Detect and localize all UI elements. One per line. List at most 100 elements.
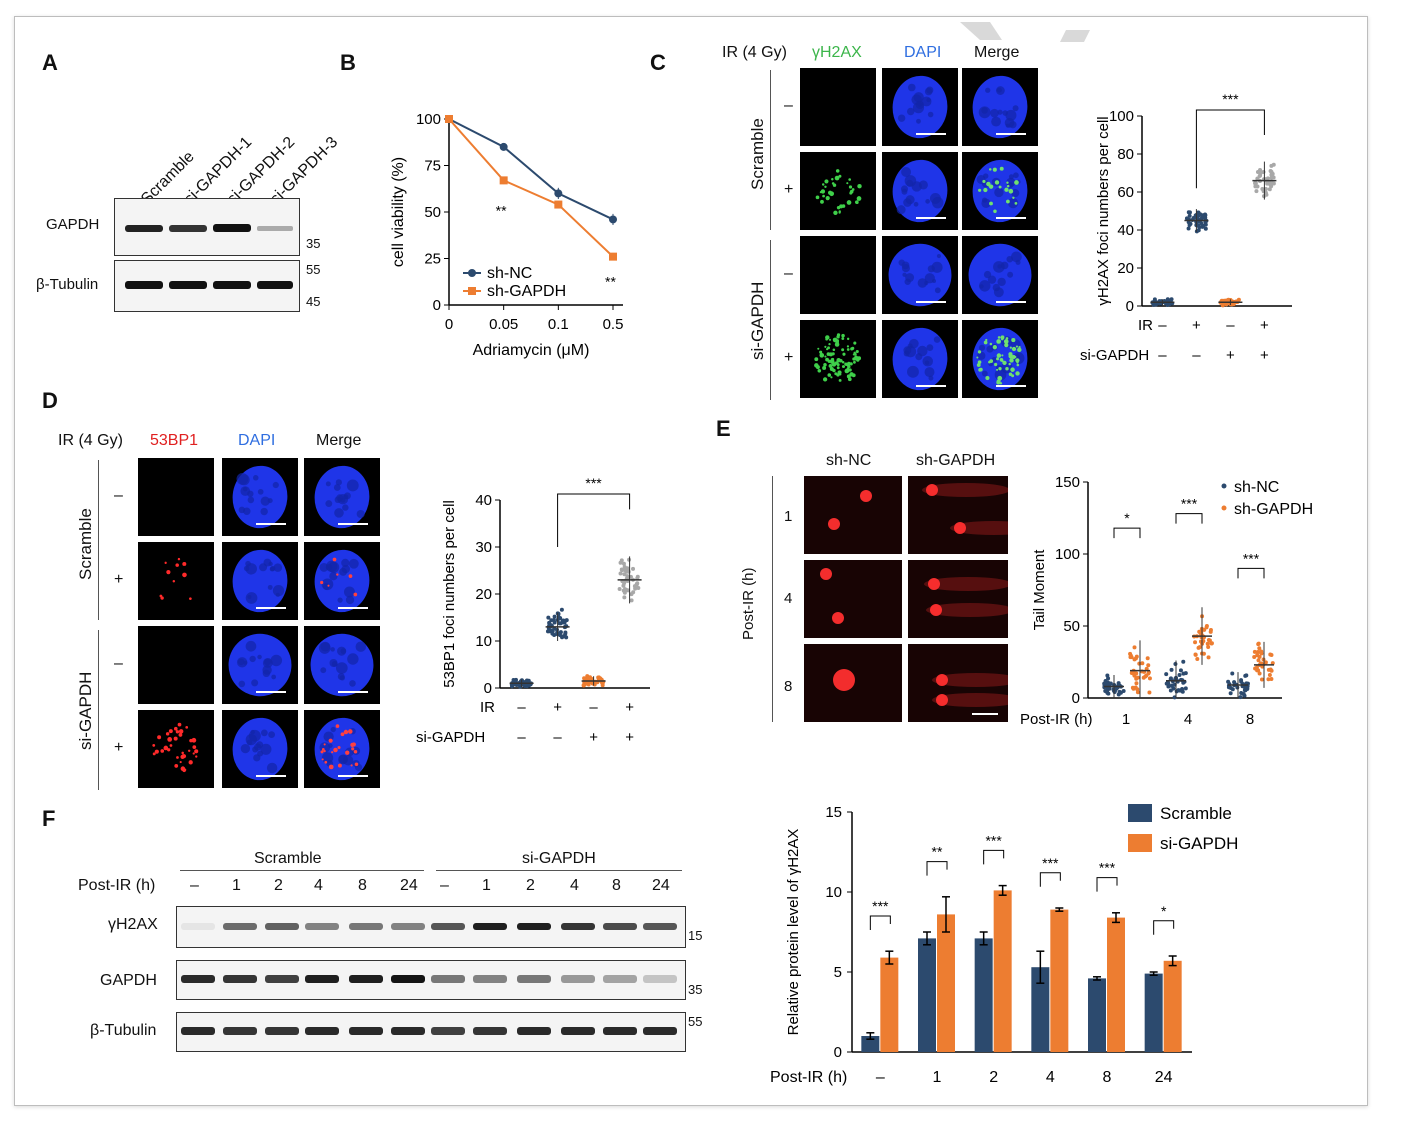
blot-band [305,1027,339,1035]
comet-image [804,644,902,722]
nucleolus [927,265,935,273]
row-sign: + [784,349,794,366]
focus-dot [165,732,170,736]
data-point [1220,303,1225,308]
microscopy-image [882,152,958,230]
chart-d-53bp1-foci: 0 10 20 30 40 53BP1 foci numbers per cell – – + –… [416,475,650,746]
y-tick-label: 30 [475,539,492,556]
focus-dot [853,341,857,345]
timepoint-label: 24 [652,877,670,894]
data-point [1228,691,1233,696]
nucleolus [918,180,928,190]
si-sign: + [1260,347,1269,364]
y-tick-label: 50 [1063,618,1080,635]
x-tick-label: 0.5 [603,316,624,333]
focus-dot [324,760,328,764]
focus-dot [829,359,835,364]
nucleolus [256,741,264,749]
focus-dot [827,359,831,363]
data-point [1186,226,1191,231]
y-tick-label: 20 [1117,260,1134,277]
focus-dot [189,597,192,600]
nucleolus [1006,255,1014,263]
timepoint-label: 2 [274,877,283,894]
blot-a-tubulin-bands [125,281,293,289]
focus-dot [832,348,836,352]
nucleolus [343,755,354,766]
nucleolus [245,563,257,575]
focus-dot [1002,360,1007,366]
row-sign: + [114,571,124,588]
nucleolus [267,584,273,590]
focus-dot [320,750,324,754]
nucleolus [247,595,252,600]
nucleus-image [232,717,288,781]
foci-image [138,458,214,536]
focus-dot [822,194,825,198]
nucleolus [977,351,986,360]
si-sign: – [1158,347,1167,364]
significance-bracket [1195,109,1265,189]
ir-sign: – [1226,317,1235,334]
nucleolus [273,563,283,572]
si-sign: + [1226,347,1235,364]
timepoint-label: 4 [570,877,579,894]
comet-tail [924,577,1008,591]
data-point [1116,692,1121,697]
series-line-sh-GAPDH [448,118,614,258]
data-point [1254,666,1259,671]
focus-dot [855,201,859,204]
microscopy-image [962,68,1038,146]
foci-image [800,236,876,314]
data-point [1256,658,1261,663]
focus-dot [841,348,845,352]
data-point [499,142,508,151]
focus-dot [819,352,825,358]
focus-dot [1005,337,1009,340]
d-ir-header: IR (4 Gy) [58,432,123,449]
blot-band [181,1027,215,1035]
focus-dot [1015,345,1019,348]
focus-dot [839,373,842,376]
timepoint-label: 1 [482,877,491,894]
data-point [586,682,591,687]
focus-dot [857,184,862,189]
c-ir-header: IR (4 Gy) [722,44,787,61]
focus-dot [846,345,850,348]
nucleolus [347,653,359,665]
nucleus-image [314,549,370,613]
focus-dot [327,584,330,587]
data-point [1187,210,1192,215]
focus-dot [178,733,183,737]
data-point [1201,651,1206,656]
focus-dot [827,346,830,350]
foci-image [159,557,192,600]
focus-dot [838,211,841,214]
focus-dot [815,365,820,370]
focus-dot [834,175,840,181]
blot-band [603,923,637,930]
focus-dot [978,188,982,192]
data-point [1258,173,1263,178]
focus-dot [1008,352,1013,357]
data-point [1164,681,1169,686]
y-tick-label: 40 [1117,222,1134,239]
data-point [559,607,564,612]
microscopy-image [222,626,298,704]
comet-head [954,522,966,534]
nucleolus [907,365,919,378]
data-point [1147,676,1152,681]
data-point [1196,645,1201,650]
data-point [621,588,626,593]
blot-band [305,923,339,930]
nucleolus [979,280,991,292]
c-channel-merge: Merge [974,44,1020,61]
data-point [564,618,569,623]
bar [1050,909,1069,1052]
nucleolus [251,679,259,687]
microscopy-image [304,626,380,704]
nucleolus [240,486,251,496]
foci-image [152,722,199,773]
nucleolus [272,584,285,597]
data-point [1254,189,1259,194]
